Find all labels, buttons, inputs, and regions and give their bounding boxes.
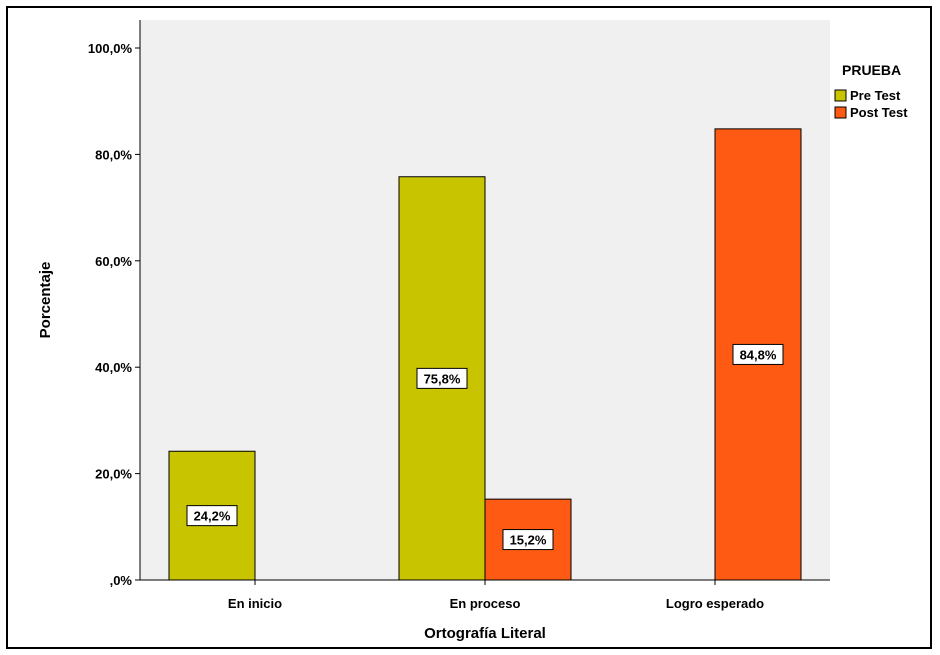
data-label: 15,2% [510, 533, 547, 548]
x-tick-label: En proceso [450, 596, 521, 611]
data-label-box [502, 529, 554, 551]
y-tick-label: 60,0% [95, 254, 132, 269]
legend-label: Pre Test [850, 88, 901, 103]
x-tick-label: En inicio [228, 596, 282, 611]
y-axis-title: Porcentaje [37, 262, 54, 339]
y-tick-label: 80,0% [95, 147, 132, 162]
data-label: 75,8% [424, 371, 461, 386]
data-label: 24,2% [194, 509, 231, 524]
legend: PRUEBA Pre Test Post Test [834, 62, 908, 120]
legend-title: PRUEBA [842, 62, 901, 78]
x-axis-ticks: En inicio En proceso Logro esperado [228, 580, 764, 611]
legend-swatch [834, 89, 847, 102]
bars [168, 128, 802, 581]
legend-swatch [834, 106, 847, 119]
y-tick-label: 40,0% [95, 360, 132, 375]
legend-label: Post Test [850, 105, 908, 120]
y-tick-label: 20,0% [95, 467, 132, 482]
data-label-box [416, 367, 468, 389]
y-tick-label: ,0% [110, 573, 133, 588]
y-axis-ticks: ,0% 20,0% 40,0% 60,0% 80,0% 100,0% [88, 41, 140, 588]
y-tick-label: 100,0% [88, 41, 133, 56]
data-labels: 24,2% 75,8% 15,2% 84,8% [186, 343, 784, 551]
data-label-box [186, 505, 238, 527]
data-label: 84,8% [740, 347, 777, 362]
x-tick-label: Logro esperado [666, 596, 764, 611]
data-label-box [732, 343, 784, 365]
x-axis-title: Ortografía Literal [424, 625, 546, 642]
